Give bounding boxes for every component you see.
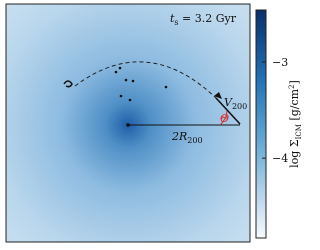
velocity-label: V200 (224, 96, 247, 111)
map (5, 3, 251, 243)
velocity-arrow (215, 97, 241, 125)
figure: ts = 3.2 Gyr Θ V200 2R200 log ΣICM [g/cm… (5, 3, 303, 243)
colorbar-label: log ΣICM [g/cm2] (288, 80, 303, 168)
arrow-head (214, 92, 222, 99)
colorbar-tick-label: −4 (272, 152, 288, 165)
galaxy (63, 80, 73, 88)
center (126, 123, 130, 127)
radius-label: 2R200 (171, 130, 203, 145)
colorbar-tick-label: −3 (272, 56, 288, 69)
colorbar (255, 9, 267, 239)
angle-arc (219, 110, 228, 126)
orbit (74, 61, 223, 105)
galaxies (114, 66, 168, 102)
angle-label: Θ (220, 112, 229, 125)
time-label: ts = 3.2 Gyr (170, 12, 237, 27)
